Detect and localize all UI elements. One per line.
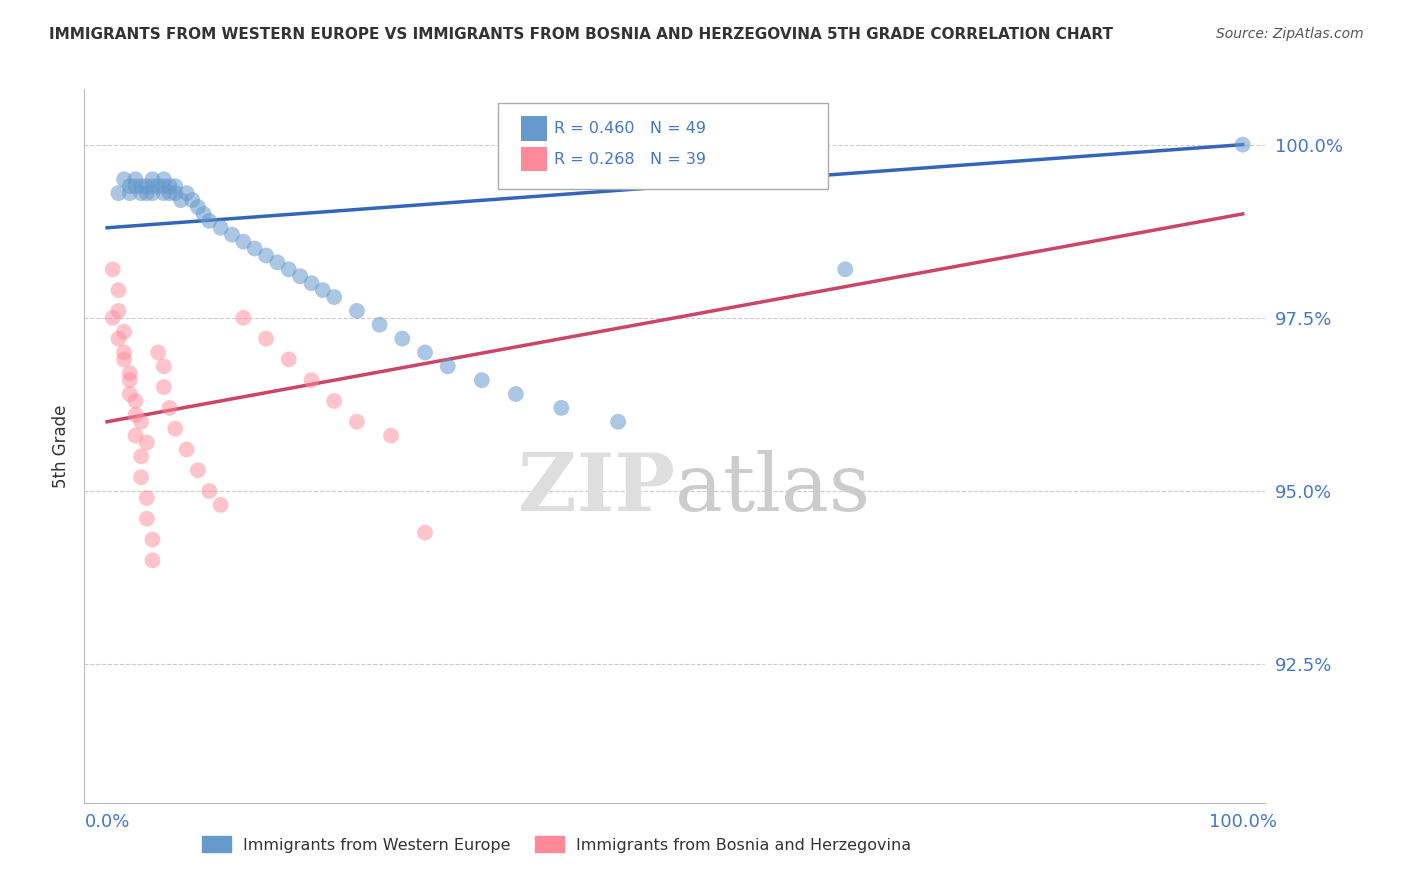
Point	[118, 179, 141, 194]
Point	[107, 332, 129, 346]
Point	[124, 179, 146, 194]
Point	[277, 262, 299, 277]
Point	[165, 186, 187, 201]
Point	[129, 415, 152, 429]
Point	[243, 242, 266, 256]
Point	[129, 186, 152, 201]
Point	[118, 387, 141, 401]
Point	[323, 290, 346, 304]
Point	[266, 255, 288, 269]
Text: ZIP: ZIP	[517, 450, 675, 528]
Point	[141, 186, 163, 201]
Point	[118, 366, 141, 380]
Point	[159, 186, 181, 201]
Text: IMMIGRANTS FROM WESTERN EUROPE VS IMMIGRANTS FROM BOSNIA AND HERZEGOVINA 5TH GRA: IMMIGRANTS FROM WESTERN EUROPE VS IMMIGR…	[49, 27, 1114, 42]
Point	[232, 235, 254, 249]
Point	[118, 186, 141, 201]
Point	[107, 304, 129, 318]
Point	[141, 172, 163, 186]
Text: R = 0.460   N = 49: R = 0.460 N = 49	[554, 121, 706, 136]
Point	[153, 186, 176, 201]
Point	[176, 442, 198, 457]
Point	[141, 533, 163, 547]
Point	[209, 498, 232, 512]
Point	[124, 394, 146, 409]
Point	[135, 186, 157, 201]
Point	[323, 394, 346, 409]
Point	[277, 352, 299, 367]
Point	[165, 179, 187, 194]
Point	[165, 422, 187, 436]
Point	[153, 179, 176, 194]
Point	[288, 269, 311, 284]
Point	[312, 283, 335, 297]
Point	[129, 179, 152, 194]
Point	[550, 401, 572, 415]
Point	[380, 428, 402, 442]
Point	[135, 435, 157, 450]
Point	[436, 359, 458, 374]
Point	[112, 345, 135, 359]
Point	[221, 227, 243, 242]
Point	[101, 310, 124, 325]
Point	[301, 276, 323, 290]
Point	[148, 345, 170, 359]
Point	[1232, 137, 1254, 152]
Point	[124, 428, 146, 442]
FancyBboxPatch shape	[498, 103, 828, 189]
Point	[198, 214, 221, 228]
Point	[209, 220, 232, 235]
Point	[141, 179, 163, 194]
Point	[187, 200, 209, 214]
Point	[187, 463, 209, 477]
Point	[170, 193, 193, 207]
Point	[254, 332, 277, 346]
Point	[148, 179, 170, 194]
Point	[193, 207, 215, 221]
Point	[124, 172, 146, 186]
Text: atlas: atlas	[675, 450, 870, 528]
Point	[112, 172, 135, 186]
Point	[413, 525, 436, 540]
Point	[181, 193, 204, 207]
Text: R = 0.268   N = 39: R = 0.268 N = 39	[554, 152, 706, 167]
Point	[124, 408, 146, 422]
Point	[153, 359, 176, 374]
Point	[505, 387, 527, 401]
Point	[176, 186, 198, 201]
Y-axis label: 5th Grade: 5th Grade	[52, 404, 70, 488]
Point	[112, 352, 135, 367]
Point	[112, 325, 135, 339]
Point	[159, 179, 181, 194]
Point	[141, 553, 163, 567]
Point	[254, 248, 277, 262]
Legend: Immigrants from Western Europe, Immigrants from Bosnia and Herzegovina: Immigrants from Western Europe, Immigran…	[195, 830, 918, 859]
Point	[413, 345, 436, 359]
Point	[129, 470, 152, 484]
Point	[368, 318, 391, 332]
Point	[153, 172, 176, 186]
Point	[301, 373, 323, 387]
Point	[153, 380, 176, 394]
Point	[101, 262, 124, 277]
Point	[135, 512, 157, 526]
Point	[107, 283, 129, 297]
Point	[129, 450, 152, 464]
Point	[135, 491, 157, 505]
Point	[391, 332, 413, 346]
Point	[198, 483, 221, 498]
Point	[346, 304, 368, 318]
Point	[346, 415, 368, 429]
Bar	[522, 116, 547, 141]
Point	[834, 262, 856, 277]
Point	[159, 401, 181, 415]
Point	[232, 310, 254, 325]
Point	[118, 373, 141, 387]
Bar	[522, 147, 547, 171]
Point	[471, 373, 494, 387]
Text: Source: ZipAtlas.com: Source: ZipAtlas.com	[1216, 27, 1364, 41]
Point	[607, 415, 630, 429]
Point	[107, 186, 129, 201]
Point	[135, 179, 157, 194]
